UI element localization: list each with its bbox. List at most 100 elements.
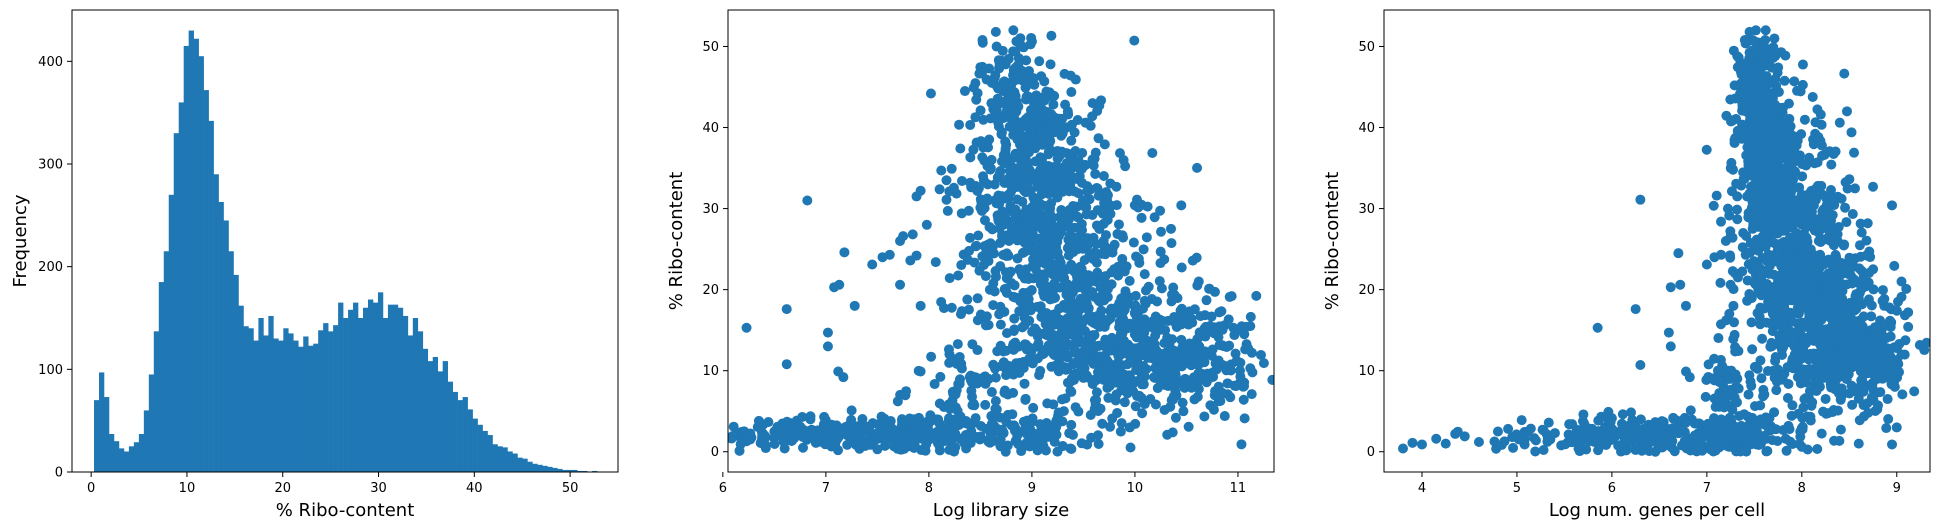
histogram-bar <box>557 468 563 472</box>
scatter-point <box>1732 272 1743 283</box>
histogram-bar <box>153 331 160 472</box>
scatter-point <box>1796 423 1807 434</box>
scatter-point <box>1769 33 1780 44</box>
scatter-point <box>1841 217 1852 228</box>
histogram-bar <box>178 102 184 472</box>
scatter-point <box>1703 371 1714 382</box>
scatter-point <box>1849 183 1860 194</box>
scatter-point <box>1799 375 1810 386</box>
scatter-point <box>1216 387 1227 398</box>
scatter-point <box>1721 315 1732 326</box>
scatter-point <box>1176 200 1187 211</box>
scatter-point <box>1747 344 1758 355</box>
scatter-point <box>1751 234 1762 245</box>
scatter-point <box>1853 393 1864 404</box>
scatter-point <box>1751 418 1762 429</box>
chart-panel-1: 0 10 20 30 40 50 0 100 200 300 400 % Ribo-content Fr… <box>10 9 619 521</box>
y-axis-label: Frequency <box>10 194 31 287</box>
scatter-point <box>941 194 952 205</box>
scatter-point <box>1130 290 1141 301</box>
scatter-point <box>1833 383 1844 394</box>
scatter-point <box>965 232 976 243</box>
scatter-point <box>1781 284 1792 295</box>
histogram-bar <box>372 302 379 472</box>
scatter-point <box>1756 373 1767 384</box>
scatter-point <box>1644 446 1655 457</box>
scatter-point <box>1239 413 1250 424</box>
scatter-point <box>1665 341 1676 352</box>
scatter-point <box>1806 400 1817 411</box>
scatter-point <box>1440 438 1451 449</box>
scatter-point <box>1431 433 1442 444</box>
scatter-point <box>1052 247 1063 258</box>
scatter-point <box>983 239 994 250</box>
scatter-point <box>1848 254 1859 265</box>
scatter-point <box>1001 86 1012 97</box>
scatter-point <box>1842 183 1853 194</box>
scatter-point <box>1140 285 1151 296</box>
scatter-point <box>1797 59 1808 70</box>
scatter-point <box>1815 109 1826 120</box>
scatter-point <box>1763 78 1774 89</box>
scatter-point <box>1045 59 1056 70</box>
scatter-point <box>1823 268 1834 279</box>
x-tick-label: 7 <box>822 481 830 496</box>
scatter-point <box>1450 428 1461 439</box>
scatter-point <box>998 150 1009 161</box>
scatter-point <box>1799 230 1810 241</box>
scatter-point <box>1887 369 1898 380</box>
scatter-point <box>1024 233 1035 244</box>
scatter-point <box>1130 401 1141 412</box>
scatter-point <box>1155 246 1166 257</box>
scatter-point <box>1785 251 1796 262</box>
scatter-point <box>1038 251 1049 262</box>
scatter-point <box>1655 442 1666 453</box>
scatter-point <box>1579 418 1590 429</box>
scatter-point <box>1136 212 1147 223</box>
scatter-point <box>1102 377 1113 388</box>
histogram-bar <box>367 299 374 472</box>
scatter-point <box>1068 314 1079 325</box>
y-tick-label: 0 <box>711 445 719 460</box>
scatter-point <box>1823 282 1834 293</box>
scatter-point <box>1036 127 1047 138</box>
scatter-point <box>1783 173 1794 184</box>
scatter-point <box>1085 342 1096 353</box>
plot-area <box>1397 25 1930 457</box>
scatter-point <box>1147 147 1158 158</box>
scatter-point <box>1878 321 1889 332</box>
scatter-point <box>990 395 1001 406</box>
histogram-bar <box>143 410 150 472</box>
scatter-point <box>1025 305 1036 316</box>
scatter-point <box>1035 365 1046 376</box>
scatter-point <box>1849 147 1860 158</box>
scatter-point <box>1799 114 1810 125</box>
scatter-point <box>1776 119 1787 130</box>
x-tick-label: 6 <box>719 481 727 496</box>
scatter-point <box>1796 441 1807 452</box>
scatter-point <box>1045 209 1056 220</box>
scatter-point <box>1725 279 1736 290</box>
scatter-point <box>977 34 988 45</box>
scatter-point <box>934 184 945 195</box>
scatter-point <box>1738 227 1749 238</box>
scatter-point <box>907 229 918 240</box>
histogram-bar <box>333 325 339 472</box>
scatter-point <box>781 304 792 315</box>
y-axis-label: % Ribo-content <box>1322 172 1343 311</box>
scatter-point <box>1731 178 1742 189</box>
scatter-point <box>1195 311 1206 322</box>
scatter-point <box>1245 321 1256 332</box>
scatter-point <box>1854 263 1865 274</box>
scatter-point <box>990 363 1001 374</box>
scatter-point <box>1747 35 1758 46</box>
scatter-point <box>970 372 981 383</box>
scatter-point <box>1726 116 1737 127</box>
scatter-point <box>1046 30 1057 41</box>
scatter-point <box>1015 266 1026 277</box>
scatter-point <box>980 320 991 331</box>
scatter-point <box>1846 380 1857 391</box>
scatter-point <box>1018 42 1029 53</box>
scatter-point <box>1837 354 1848 365</box>
scatter-point <box>1787 400 1798 411</box>
